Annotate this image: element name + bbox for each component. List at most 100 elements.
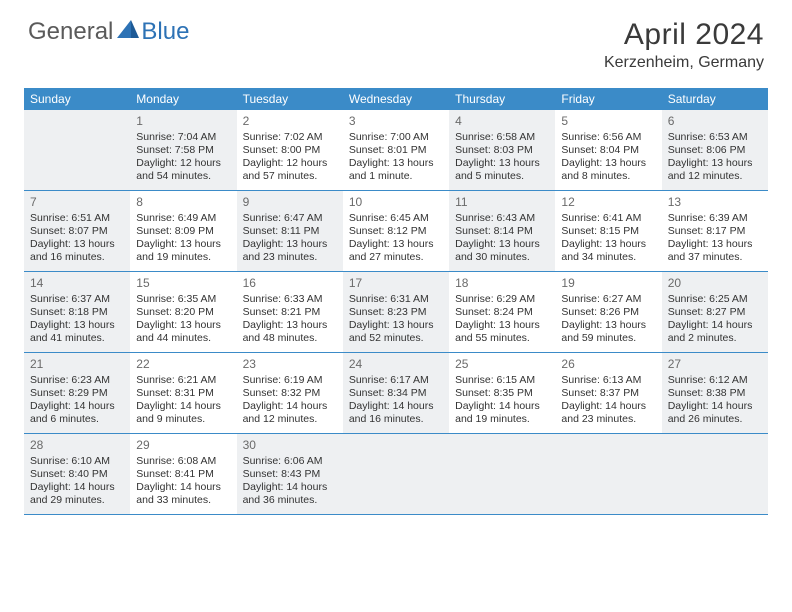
sunrise-text: Sunrise: 6:53 AM [668,131,762,144]
day-cell: 17Sunrise: 6:31 AMSunset: 8:23 PMDayligh… [343,272,449,352]
sunset-text: Sunset: 8:15 PM [561,225,655,238]
week-row: 14Sunrise: 6:37 AMSunset: 8:18 PMDayligh… [24,272,768,353]
sunrise-text: Sunrise: 7:00 AM [349,131,443,144]
sunrise-text: Sunrise: 6:21 AM [136,374,230,387]
day-cell: 22 Sunrise: 6:21 AMSunset: 8:31 PMDayligh… [130,353,236,433]
header: General Blue April 2024 Kerzenheim, Germ… [0,0,792,80]
day-cell: 13Sunrise: 6:39 AMSunset: 8:17 PMDayligh… [662,191,768,271]
day-number: 29 [136,438,230,453]
daylight-text: Daylight: 13 hours and 5 minutes. [455,157,549,183]
day-number: 22 [136,357,230,372]
daylight-text: Daylight: 14 hours and 9 minutes. [136,400,230,426]
day-cell: 24Sunrise: 6:17 AMSunset: 8:34 PMDayligh… [343,353,449,433]
sunrise-text: Sunrise: 6:19 AM [243,374,337,387]
sunset-text: Sunset: 8:34 PM [349,387,443,400]
daylight-text: Daylight: 14 hours and 12 minutes. [243,400,337,426]
day-cell: 3Sunrise: 7:00 AMSunset: 8:01 PMDaylight… [343,110,449,190]
daylight-text: Daylight: 14 hours and 19 minutes. [455,400,549,426]
sunrise-text: Sunrise: 6:51 AM [30,212,124,225]
day-cell: 29Sunrise: 6:08 AMSunset: 8:41 PMDayligh… [130,434,236,514]
daylight-text: Daylight: 14 hours and 36 minutes. [243,481,337,507]
daylight-text: Daylight: 12 hours and 57 minutes. [243,157,337,183]
daylight-text: Daylight: 13 hours and 52 minutes. [349,319,443,345]
daylight-text: Daylight: 13 hours and 55 minutes. [455,319,549,345]
sunset-text: Sunset: 8:03 PM [455,144,549,157]
day-number: 27 [668,357,762,372]
day-cell [555,434,661,514]
sunset-text: Sunset: 8:38 PM [668,387,762,400]
day-cell: 1Sunrise: 7:04 AMSunset: 7:58 PMDaylight… [130,110,236,190]
week-row: 21Sunrise: 6:23 AMSunset: 8:29 PMDayligh… [24,353,768,434]
sunrise-text: Sunrise: 6:27 AM [561,293,655,306]
day-header: Tuesday [237,88,343,110]
daylight-text: Daylight: 13 hours and 27 minutes. [349,238,443,264]
day-number: 25 [455,357,549,372]
daylight-text: Daylight: 13 hours and 44 minutes. [136,319,230,345]
day-cell: 27Sunrise: 6:12 AMSunset: 8:38 PMDayligh… [662,353,768,433]
day-cell: 23Sunrise: 6:19 AMSunset: 8:32 PMDayligh… [237,353,343,433]
sunset-text: Sunset: 8:26 PM [561,306,655,319]
day-header: Monday [130,88,236,110]
day-cell: 15Sunrise: 6:35 AMSunset: 8:20 PMDayligh… [130,272,236,352]
daylight-text: Daylight: 12 hours and 54 minutes. [136,157,230,183]
day-header: Thursday [449,88,555,110]
day-cell: 30Sunrise: 6:06 AMSunset: 8:43 PMDayligh… [237,434,343,514]
day-cell [449,434,555,514]
day-cell: 7Sunrise: 6:51 AMSunset: 8:07 PMDaylight… [24,191,130,271]
location: Kerzenheim, Germany [604,54,764,72]
sunset-text: Sunset: 8:11 PM [243,225,337,238]
day-number: 13 [668,195,762,210]
day-number: 5 [561,114,655,129]
daylight-text: Daylight: 13 hours and 41 minutes. [30,319,124,345]
sunrise-text: Sunrise: 6:23 AM [30,374,124,387]
day-number: 11 [455,195,549,210]
day-number: 9 [243,195,337,210]
daylight-text: Daylight: 14 hours and 16 minutes. [349,400,443,426]
sunrise-text: Sunrise: 7:04 AM [136,131,230,144]
daylight-text: Daylight: 13 hours and 19 minutes. [136,238,230,264]
daylight-text: Daylight: 13 hours and 48 minutes. [243,319,337,345]
day-cell: 11Sunrise: 6:43 AMSunset: 8:14 PMDayligh… [449,191,555,271]
sunrise-text: Sunrise: 6:35 AM [136,293,230,306]
day-cell: 4Sunrise: 6:58 AMSunset: 8:03 PMDaylight… [449,110,555,190]
daylight-text: Daylight: 13 hours and 59 minutes. [561,319,655,345]
logo-triangle-icon [117,20,139,43]
day-number: 3 [349,114,443,129]
sunset-text: Sunset: 7:58 PM [136,144,230,157]
day-number: 26 [561,357,655,372]
sunset-text: Sunset: 8:32 PM [243,387,337,400]
day-number: 16 [243,276,337,291]
sunrise-text: Sunrise: 6:08 AM [136,455,230,468]
week-row: 28Sunrise: 6:10 AMSunset: 8:40 PMDayligh… [24,434,768,515]
sunset-text: Sunset: 8:01 PM [349,144,443,157]
day-number: 19 [561,276,655,291]
day-number: 2 [243,114,337,129]
daylight-text: Daylight: 13 hours and 34 minutes. [561,238,655,264]
day-number: 28 [30,438,124,453]
sunrise-text: Sunrise: 6:56 AM [561,131,655,144]
sunrise-text: Sunrise: 6:41 AM [561,212,655,225]
sunrise-text: Sunrise: 6:43 AM [455,212,549,225]
title-block: April 2024 Kerzenheim, Germany [604,18,764,72]
day-cell: 25Sunrise: 6:15 AMSunset: 8:35 PMDayligh… [449,353,555,433]
sunrise-text: Sunrise: 6:33 AM [243,293,337,306]
sunset-text: Sunset: 8:31 PM [136,387,230,400]
day-number: 4 [455,114,549,129]
day-cell: 18Sunrise: 6:29 AMSunset: 8:24 PMDayligh… [449,272,555,352]
day-number: 17 [349,276,443,291]
sunset-text: Sunset: 8:04 PM [561,144,655,157]
day-cell: 6Sunrise: 6:53 AMSunset: 8:06 PMDaylight… [662,110,768,190]
daylight-text: Daylight: 14 hours and 2 minutes. [668,319,762,345]
sunrise-text: Sunrise: 6:37 AM [30,293,124,306]
sunset-text: Sunset: 8:07 PM [30,225,124,238]
daylight-text: Daylight: 13 hours and 23 minutes. [243,238,337,264]
day-number: 24 [349,357,443,372]
sunset-text: Sunset: 8:00 PM [243,144,337,157]
sunrise-text: Sunrise: 6:39 AM [668,212,762,225]
day-cell: 10Sunrise: 6:45 AMSunset: 8:12 PMDayligh… [343,191,449,271]
day-number: 8 [136,195,230,210]
day-number: 7 [30,195,124,210]
sunset-text: Sunset: 8:12 PM [349,225,443,238]
sunset-text: Sunset: 8:20 PM [136,306,230,319]
day-header: Saturday [662,88,768,110]
